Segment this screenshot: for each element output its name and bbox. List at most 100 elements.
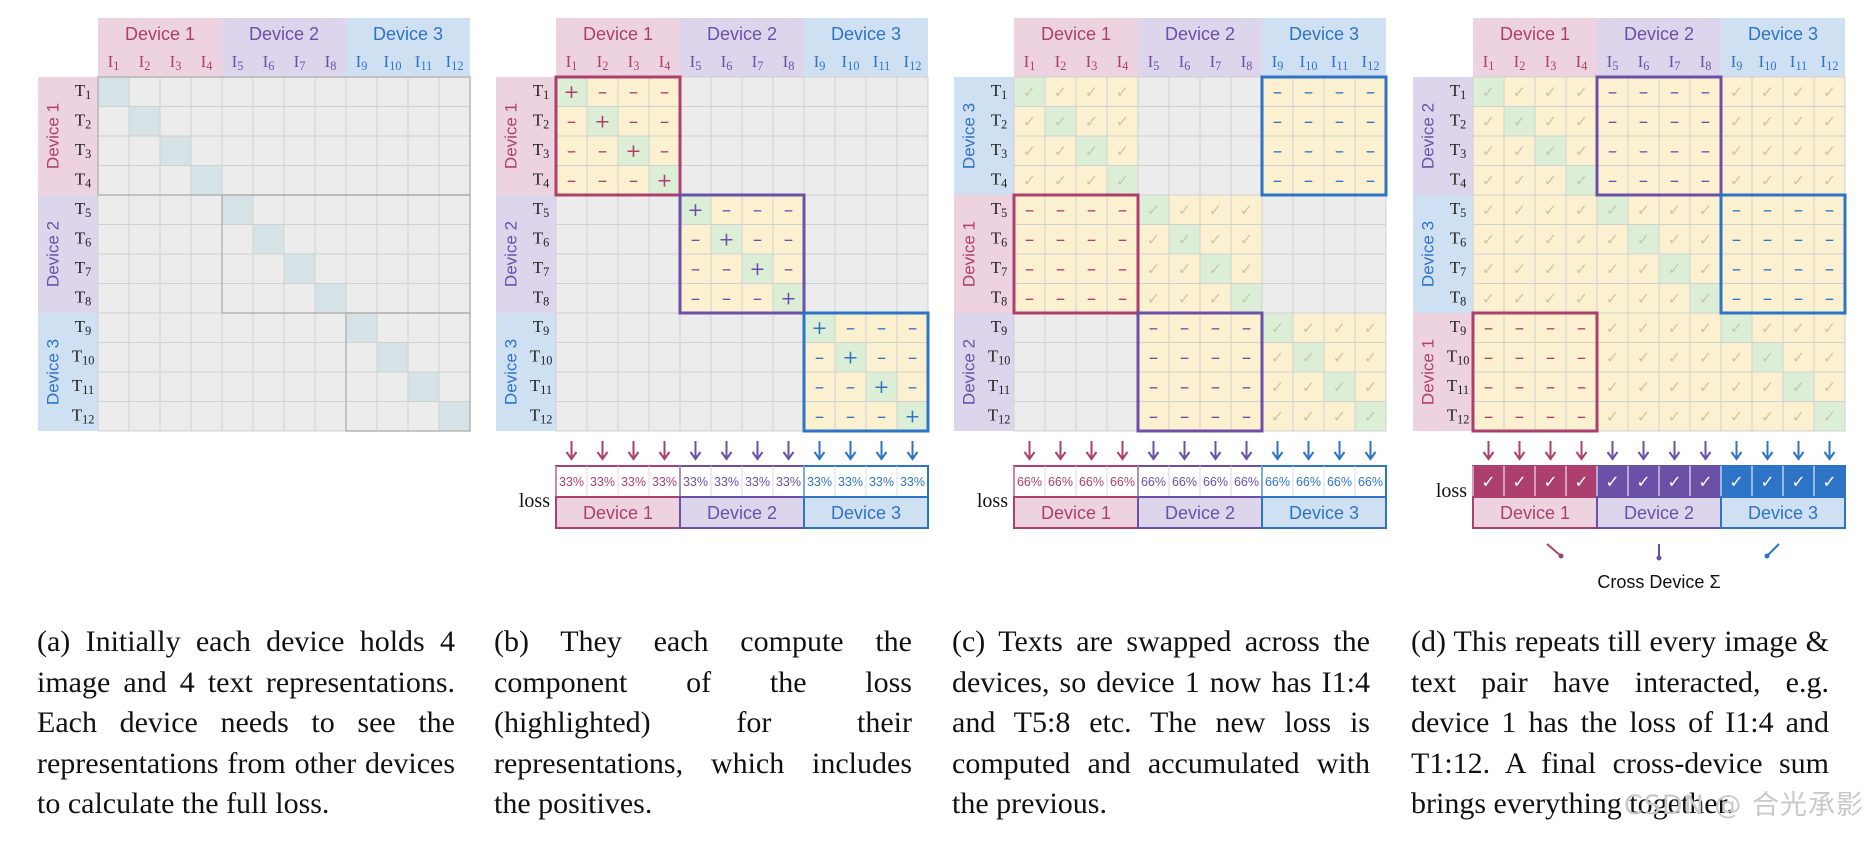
- matrix-symbol: ✓: [1823, 377, 1836, 396]
- matrix-symbol: ✓: [1147, 230, 1160, 249]
- matrix-cell: [376, 194, 409, 225]
- matrix-symbol: ✓: [1792, 82, 1805, 101]
- matrix-cell: [834, 283, 867, 314]
- matrix-cell: [1323, 371, 1356, 402]
- matrix-symbol: –: [1242, 405, 1252, 427]
- matrix-symbol: –: [1304, 110, 1314, 132]
- text-label: T4: [991, 169, 1008, 191]
- down-arrow-head: [1178, 451, 1191, 461]
- matrix-symbol: ✓: [1730, 112, 1743, 131]
- matrix-symbol: ✓: [1482, 112, 1495, 131]
- caption-c: (c) Texts are swapped across the devices…: [952, 625, 1370, 820]
- matrix-cell: [159, 283, 192, 314]
- matrix-symbol: –: [1763, 228, 1773, 250]
- text-label-band: [1443, 313, 1473, 431]
- matrix-symbol: ✓: [1482, 200, 1495, 219]
- watermark: CSDN @ 合光承影: [1623, 790, 1864, 821]
- matrix-cell: [283, 312, 316, 343]
- matrix-cell: [1627, 253, 1660, 284]
- matrix-cell: [1044, 342, 1077, 373]
- image-label: I6: [1179, 52, 1191, 74]
- matrix-cell: [1782, 76, 1815, 107]
- matrix-cell: [865, 194, 898, 225]
- down-arrow-head: [1823, 451, 1836, 461]
- matrix-cell: [1354, 312, 1387, 343]
- matrix-symbol: –: [691, 287, 701, 309]
- down-arrow-head: [1364, 451, 1377, 461]
- device-header-label: Device 2: [1624, 24, 1694, 44]
- matrix-cell: [896, 76, 929, 107]
- text-label: T3: [991, 139, 1008, 161]
- matrix-cell: [865, 76, 898, 107]
- matrix-cell: [772, 135, 805, 166]
- matrix-cell: [252, 283, 285, 314]
- matrix-symbol: ✓: [1364, 407, 1377, 426]
- matrix-cell: [1199, 76, 1232, 107]
- matrix-cell: [128, 135, 161, 166]
- matrix-cell: [648, 312, 681, 343]
- matrix-cell: [896, 401, 929, 432]
- down-arrow-head: [782, 451, 795, 461]
- matrix-cell: [741, 135, 774, 166]
- matrix-cell: [834, 76, 867, 107]
- matrix-cell: [1782, 106, 1815, 137]
- matrix-symbol: ✓: [1637, 348, 1650, 367]
- matrix-cell: [710, 106, 743, 137]
- matrix-cell: [1813, 165, 1846, 196]
- row-device-label: Device 2: [960, 339, 979, 405]
- matrix-symbol: –: [1242, 346, 1252, 368]
- matrix-cell: [345, 253, 378, 284]
- matrix-symbol: –: [1701, 140, 1711, 162]
- matrix-cell: [772, 371, 805, 402]
- matrix-cell: [555, 253, 588, 284]
- matrix-symbol: ✓: [1271, 318, 1284, 337]
- text-label: T1: [991, 80, 1008, 102]
- text-label-band: [68, 195, 98, 313]
- matrix-cell: [190, 224, 223, 255]
- matrix-symbol: ✓: [1209, 289, 1222, 308]
- matrix-cell: [586, 401, 619, 432]
- matrix-symbol: ✓: [1482, 82, 1495, 101]
- matrix-symbol: ✓: [1730, 348, 1743, 367]
- matrix-cell: [97, 283, 130, 314]
- matrix-cell: [865, 165, 898, 196]
- matrix-cell: [1689, 401, 1722, 432]
- matrix-cell: [1658, 342, 1691, 373]
- matrix-symbol: –: [1732, 258, 1742, 280]
- matrix-cell: [1534, 401, 1567, 432]
- matrix-symbol: –: [1118, 287, 1128, 309]
- matrix-cell: [221, 106, 254, 137]
- loss-value: 66%: [1079, 475, 1104, 489]
- down-arrow-head: [844, 451, 857, 461]
- matrix-symbol: ✓: [1364, 318, 1377, 337]
- matrix-cell: [1627, 194, 1660, 225]
- matrix-cell: [252, 194, 285, 225]
- row-device-band: [496, 313, 526, 431]
- matrix-symbol: –: [1242, 317, 1252, 339]
- matrix-cell: [1168, 283, 1201, 314]
- loss-device-band: [1261, 496, 1387, 529]
- matrix-symbol: ✓: [1333, 318, 1346, 337]
- matrix-cell: [1199, 371, 1232, 402]
- matrix-symbol: –: [1484, 346, 1494, 368]
- matrix-cell: [345, 312, 378, 343]
- matrix-symbol: –: [1825, 199, 1835, 221]
- image-label-band: [1597, 48, 1721, 77]
- matrix-cell: [345, 165, 378, 196]
- matrix-cell: [1813, 106, 1846, 137]
- matrix-symbol: –: [1515, 346, 1525, 368]
- loss-value: 66%: [1234, 475, 1259, 489]
- matrix-cell: [97, 194, 130, 225]
- text-label: T9: [533, 316, 550, 338]
- matrix-symbol: –: [1608, 81, 1618, 103]
- matrix-cell: [97, 165, 130, 196]
- matrix-cell: [190, 135, 223, 166]
- matrix-cell: [1137, 106, 1170, 137]
- matrix-cell: [345, 194, 378, 225]
- image-label: I11: [873, 52, 890, 74]
- text-label: T5: [991, 198, 1008, 220]
- loss-device-label: Device 3: [1748, 503, 1818, 523]
- loss-device-band: [803, 496, 929, 529]
- matrix-symbol: ✓: [1575, 141, 1588, 160]
- matrix-cell: [438, 194, 471, 225]
